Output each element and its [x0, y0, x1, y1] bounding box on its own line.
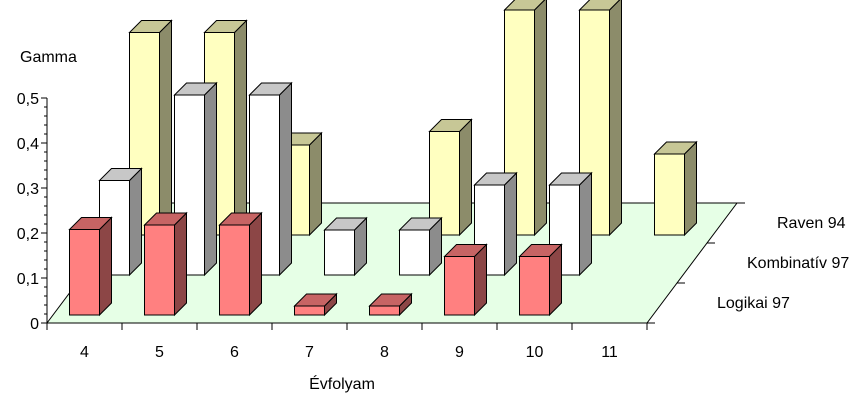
series-0 — [68, 211, 563, 317]
x-tick-label: 7 — [305, 344, 314, 361]
bar-side — [249, 211, 262, 317]
x-tick-label: 9 — [455, 344, 464, 361]
y-tick-label: 0,5 — [17, 91, 39, 108]
bar — [473, 171, 518, 277]
x-tick-label: 6 — [230, 344, 239, 361]
y-tick-label: 0,4 — [17, 136, 39, 153]
series-1 — [98, 81, 593, 277]
bar — [128, 19, 173, 237]
bar-front — [519, 256, 550, 316]
bar-side — [609, 0, 622, 237]
bar — [218, 211, 263, 317]
x-axis-title: Évfolyam — [309, 374, 375, 393]
bar-front — [654, 153, 685, 236]
series-label: Kombinatív 97 — [747, 255, 849, 272]
series-label: Logikai 97 — [717, 295, 790, 312]
bar-front — [444, 256, 475, 316]
bar-side — [174, 211, 187, 317]
bar-side — [99, 216, 112, 317]
bar — [173, 81, 218, 277]
bar-front — [69, 229, 100, 316]
bar-side — [459, 118, 472, 237]
y-tick-label: 0 — [30, 316, 39, 333]
bar-front — [219, 224, 250, 316]
x-tick-label: 11 — [601, 344, 618, 361]
y-tick-label: 0,1 — [17, 271, 39, 288]
bar-side — [309, 131, 322, 237]
y-tick-label: 0,3 — [17, 181, 39, 198]
series-label: Raven 94 — [777, 215, 846, 232]
bar — [368, 292, 413, 317]
bar-front — [399, 229, 430, 276]
bar-side — [579, 171, 592, 277]
bar — [578, 0, 622, 237]
bar — [518, 243, 563, 317]
y-axis-title: Gamma — [20, 49, 77, 66]
series-2 — [128, 0, 698, 237]
x-tick-label: 8 — [380, 344, 389, 361]
bar — [293, 292, 338, 317]
bar — [143, 211, 188, 317]
bar-side — [159, 19, 172, 237]
bar — [398, 216, 443, 277]
bar-front — [144, 224, 175, 316]
x-tick-label: 10 — [526, 344, 544, 361]
bar-front — [294, 305, 325, 316]
bar-side — [234, 19, 247, 237]
bar-side — [534, 0, 547, 237]
x-tick-label: 4 — [80, 344, 89, 361]
bar-side — [504, 171, 517, 277]
bar-front — [369, 305, 400, 316]
bar — [443, 243, 488, 317]
bar-side — [129, 167, 142, 277]
labels: Gamma Évfolyam 0 0,1 0,2 0,3 0,4 0,5 4 5 6 7 8 9 10 1… — [17, 49, 850, 393]
bar — [653, 140, 698, 237]
axes — [41, 97, 745, 330]
bars — [68, 0, 698, 317]
y-tick-label: 0,2 — [17, 226, 39, 243]
bar-side — [279, 81, 292, 277]
bar — [68, 216, 113, 317]
bar-side — [204, 81, 217, 277]
bar-side — [684, 140, 697, 237]
x-tick-label: 5 — [155, 344, 164, 361]
bar — [323, 216, 368, 277]
bar-front — [324, 229, 355, 276]
